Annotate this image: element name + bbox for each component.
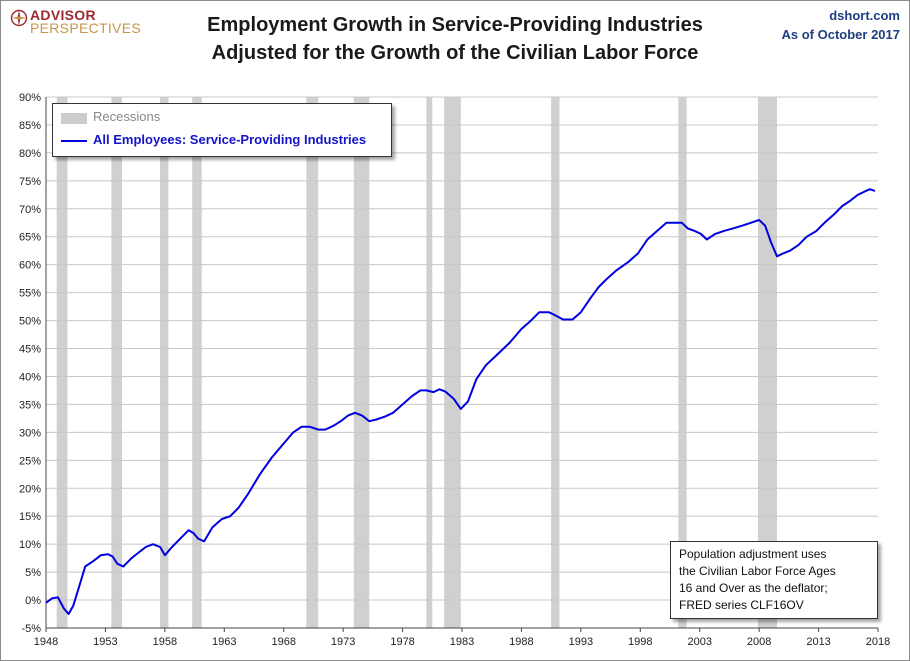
- recession-band-5: [306, 97, 319, 628]
- x-tick-label: 1988: [509, 636, 533, 648]
- note-line-2: the Civilian Labor Force Ages: [679, 564, 836, 578]
- recession-band-6: [353, 97, 370, 628]
- y-tick-label: 80%: [19, 148, 41, 160]
- y-tick-label: 40%: [19, 371, 41, 383]
- y-tick-label: 0%: [25, 595, 41, 607]
- y-tick-label: -5%: [21, 623, 41, 635]
- y-tick-label: 35%: [19, 399, 41, 411]
- y-tick-label: 20%: [19, 483, 41, 495]
- x-tick-label: 2018: [866, 636, 890, 648]
- recession-band-2: [111, 97, 123, 628]
- x-tick-label: 2003: [687, 636, 711, 648]
- recession-band-4: [192, 97, 202, 628]
- y-tick-label: 75%: [19, 176, 41, 188]
- x-tick-label: 2013: [806, 636, 830, 648]
- x-tick-label: 1978: [390, 636, 414, 648]
- x-tick-label: 1983: [450, 636, 474, 648]
- recession-band-8: [444, 97, 461, 628]
- y-tick-label: 45%: [19, 344, 41, 356]
- series-line-1: [45, 188, 876, 615]
- y-tick-label: 90%: [19, 92, 41, 104]
- y-tick-label: 50%: [19, 316, 41, 328]
- logo-text-perspectives: PERSPECTIVES: [30, 20, 141, 36]
- compass-icon: [10, 9, 28, 27]
- y-tick-label: 85%: [19, 120, 41, 132]
- y-tick-label: 5%: [25, 567, 41, 579]
- y-tick-label: 15%: [19, 511, 41, 523]
- legend: Recessions All Employees: Service-Provid…: [52, 103, 392, 157]
- x-tick-label: 1958: [153, 636, 177, 648]
- as-of-label: As of October 2017: [781, 27, 901, 42]
- y-tick-label: 60%: [19, 260, 41, 272]
- chart-title-line1: Employment Growth in Service-Providing I…: [207, 14, 703, 36]
- recession-bands: [56, 97, 777, 628]
- y-tick-label: 25%: [19, 455, 41, 467]
- x-tick-label: 1963: [212, 636, 236, 648]
- y-tick-label: 65%: [19, 232, 41, 244]
- methodology-note: Population adjustment uses the Civilian …: [670, 541, 878, 619]
- series-layer: [45, 188, 876, 615]
- recession-band-7: [426, 97, 433, 628]
- recession-band-9: [551, 97, 560, 628]
- legend-label-series: All Employees: Service-Providing Industr…: [93, 132, 367, 147]
- source-label: dshort.com: [829, 8, 900, 23]
- y-tick-label: 30%: [19, 427, 41, 439]
- y-tick-label: 10%: [19, 539, 41, 551]
- note-line-4: FRED series CLF16OV: [679, 598, 804, 612]
- recession-swatch: [61, 113, 87, 124]
- x-tick-label: 2008: [747, 636, 771, 648]
- recession-band-1: [56, 97, 68, 628]
- logo-text-advisor: ADVISOR: [30, 7, 96, 23]
- x-tick-label: 1998: [628, 636, 652, 648]
- y-tick-label: 70%: [19, 204, 41, 216]
- x-tick-label: 1953: [93, 636, 117, 648]
- y-tick-label: 55%: [19, 288, 41, 300]
- recession-band-10: [678, 97, 687, 628]
- x-tick-label: 1948: [34, 636, 58, 648]
- x-tick-label: 1993: [569, 636, 593, 648]
- x-tick-label: 1968: [271, 636, 295, 648]
- legend-label-recessions: Recessions: [93, 109, 161, 124]
- x-tick-label: 1973: [331, 636, 355, 648]
- series-swatch: [61, 140, 87, 142]
- recession-band-3: [160, 97, 169, 628]
- note-line-3: 16 and Over as the deflator;: [679, 581, 828, 595]
- y-tick-labels: -5% 0% 5% 10% 15% 20% 25% 30% 35% 40% 45% 50% 55% 60%…: [19, 92, 41, 635]
- note-line-1: Population adjustment uses: [679, 547, 827, 561]
- chart-title-line2: Adjusted for the Growth of the Civilian …: [211, 42, 699, 64]
- x-tick-labels: 1948 1953 1958 1963 1968 1973 1978 1983 1988 1993…: [34, 628, 890, 648]
- recession-band-11: [757, 97, 777, 628]
